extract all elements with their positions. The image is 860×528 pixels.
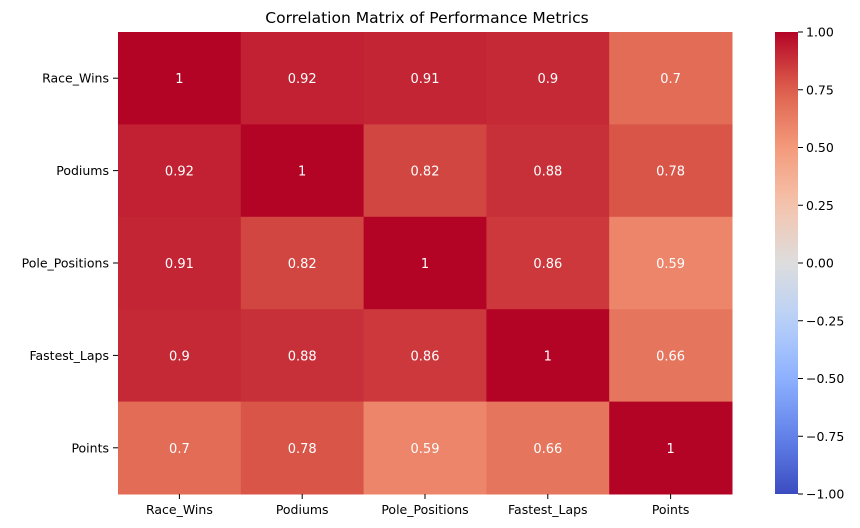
colorbar-tick-label: 0.75 bbox=[806, 82, 834, 97]
heatmap-cell bbox=[363, 309, 487, 403]
heatmap-cell bbox=[609, 32, 733, 125]
cell-value-label: 0.66 bbox=[533, 442, 562, 457]
cell-value-label: 0.91 bbox=[165, 257, 194, 272]
cell-value-label: 0.92 bbox=[288, 72, 317, 87]
row-label: Fastest_Laps bbox=[29, 348, 109, 363]
heatmap-cell bbox=[363, 124, 487, 218]
cell-value-label: 0.82 bbox=[411, 165, 440, 180]
cell-value-label: 0.88 bbox=[533, 165, 562, 180]
colorbar-gradient bbox=[775, 32, 798, 494]
colorbar-tick-label: 1.00 bbox=[806, 25, 834, 40]
cell-value-label: 1 bbox=[544, 349, 552, 364]
heatmap-cell bbox=[118, 401, 242, 495]
colorbar-tick-label: 0.00 bbox=[806, 256, 834, 271]
column-label: Pole_Positions bbox=[381, 502, 468, 517]
cell-value-label: 0.59 bbox=[411, 442, 440, 457]
cell-value-label: 0.86 bbox=[533, 257, 562, 272]
heatmap-cell bbox=[363, 32, 487, 125]
heatmap-cell bbox=[240, 32, 365, 125]
chart-title: Correlation Matrix of Performance Metric… bbox=[265, 9, 588, 27]
colorbar: 1.00 0.75 0.50 0.25 0.00 −0.25 −0.50 −0.75 −1.00 bbox=[775, 25, 844, 502]
heatmap-cell bbox=[240, 216, 365, 310]
heatmap-cell bbox=[486, 124, 610, 218]
cell-value-label: 0.66 bbox=[656, 349, 685, 364]
heatmap-cell bbox=[118, 309, 242, 403]
cell-value-label: 0.7 bbox=[169, 442, 190, 457]
heatmap-cell bbox=[118, 216, 242, 310]
cell-value-label: 0.91 bbox=[411, 72, 440, 87]
cell-value-label: 1 bbox=[421, 257, 429, 272]
cell-value-label: 0.86 bbox=[411, 349, 440, 364]
colorbar-tick-label: −1.00 bbox=[806, 487, 844, 502]
heatmap-cell bbox=[609, 216, 733, 310]
column-label: Race_Wins bbox=[146, 502, 213, 517]
cell-value-label: 1 bbox=[666, 442, 674, 457]
heatmap-cell bbox=[363, 216, 487, 310]
colorbar-tick-label: −0.25 bbox=[806, 313, 844, 328]
colorbar-tick-label: −0.50 bbox=[806, 371, 844, 386]
heatmap-cell bbox=[609, 401, 733, 495]
colorbar-tick-label: 0.25 bbox=[806, 198, 834, 213]
cell-value-label: 0.59 bbox=[656, 257, 685, 272]
row-label: Points bbox=[71, 440, 109, 455]
column-label: Podiums bbox=[276, 502, 329, 517]
heatmap-cell bbox=[240, 124, 365, 218]
colorbar-tick-label: 0.50 bbox=[806, 140, 834, 155]
cell-value-label: 1 bbox=[175, 72, 183, 87]
row-label: Podiums bbox=[56, 163, 109, 178]
cell-value-label: 0.7 bbox=[660, 72, 681, 87]
column-label: Points bbox=[652, 502, 690, 517]
heatmap-cell bbox=[486, 309, 610, 403]
cell-value-label: 0.78 bbox=[656, 165, 685, 180]
heatmap-cell bbox=[118, 124, 242, 218]
cell-value-label: 0.92 bbox=[165, 165, 194, 180]
heatmap-cell bbox=[240, 309, 365, 403]
cell-value-label: 0.82 bbox=[288, 257, 317, 272]
heatmap-cell bbox=[609, 124, 733, 218]
heatmap-cell bbox=[118, 32, 242, 125]
cell-value-label: 1 bbox=[298, 165, 306, 180]
column-label: Fastest_Laps bbox=[508, 502, 588, 517]
cell-value-label: 0.88 bbox=[288, 349, 317, 364]
heatmap-cell bbox=[609, 309, 733, 403]
colorbar-tick-label: −0.75 bbox=[806, 429, 844, 444]
cell-value-label: 0.9 bbox=[169, 349, 190, 364]
heatmap-cell bbox=[486, 216, 610, 310]
column-labels: Race_Wins Podiums Pole_Positions Fastest_La… bbox=[146, 494, 689, 517]
row-label: Pole_Positions bbox=[22, 256, 109, 271]
heatmap-cell bbox=[486, 401, 610, 495]
heatmap-cell bbox=[363, 401, 487, 495]
heatmap-cell bbox=[486, 32, 610, 125]
heatmap-cell bbox=[240, 401, 365, 495]
cell-value-label: 0.78 bbox=[288, 442, 317, 457]
heatmap-cells: 1 0.92 0.91 0.9 0.70.92 1 0.82 0.88 0.780.91 0.82… bbox=[118, 32, 733, 495]
row-labels: Race_Wins Podiums Pole_Positions Fastest_La… bbox=[22, 71, 118, 455]
cell-value-label: 0.9 bbox=[537, 72, 558, 87]
row-label: Race_Wins bbox=[42, 71, 109, 86]
